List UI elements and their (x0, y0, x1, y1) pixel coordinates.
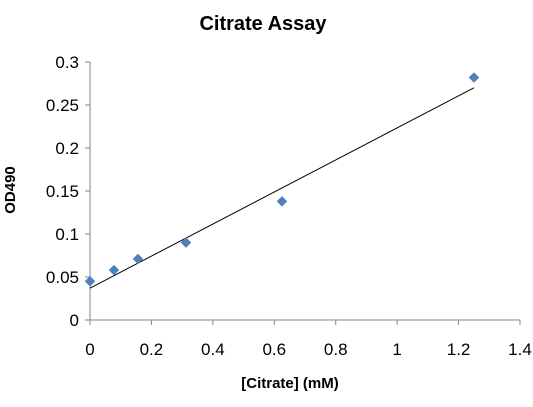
data-point (108, 264, 120, 276)
x-axis (89, 319, 521, 325)
y-tick-label: 0.2 (55, 139, 79, 158)
data-point (84, 275, 96, 287)
data-point (180, 237, 192, 248)
y-tick-label: 0.3 (55, 53, 79, 72)
y-tick-label: 0.15 (46, 182, 79, 201)
data-points (84, 72, 480, 287)
x-tick-label: 0.8 (324, 340, 348, 359)
x-tick-label: 1.2 (447, 340, 471, 359)
x-tick-labels: 0 0.2 0.4 0.6 0.8 1 1.2 1.4 (85, 340, 532, 359)
data-point (132, 253, 144, 265)
x-tick-label: 0.2 (140, 340, 164, 359)
x-tick-label: 1.4 (508, 340, 532, 359)
chart-title: Citrate Assay (199, 13, 327, 35)
x-tick-label: 0.6 (262, 340, 286, 359)
y-axis-title: OD490 (2, 166, 19, 214)
trendline-group (89, 87, 475, 289)
x-tick-label: 0 (85, 340, 94, 359)
y-tick-label: 0.05 (46, 268, 79, 287)
data-point (468, 72, 480, 83)
x-axis-title: [Citrate] (mM) (241, 375, 339, 392)
y-tick-label: 0.1 (55, 225, 79, 244)
y-tick-label: 0.25 (46, 96, 79, 115)
trendline (89, 87, 475, 289)
y-tick-label: 0 (70, 311, 79, 330)
data-point (276, 195, 288, 207)
x-tick-label: 0.4 (201, 340, 225, 359)
x-tick-label: 1 (392, 340, 401, 359)
y-tick-labels: 0 0.05 0.1 0.15 0.2 0.25 0.3 (46, 53, 79, 330)
